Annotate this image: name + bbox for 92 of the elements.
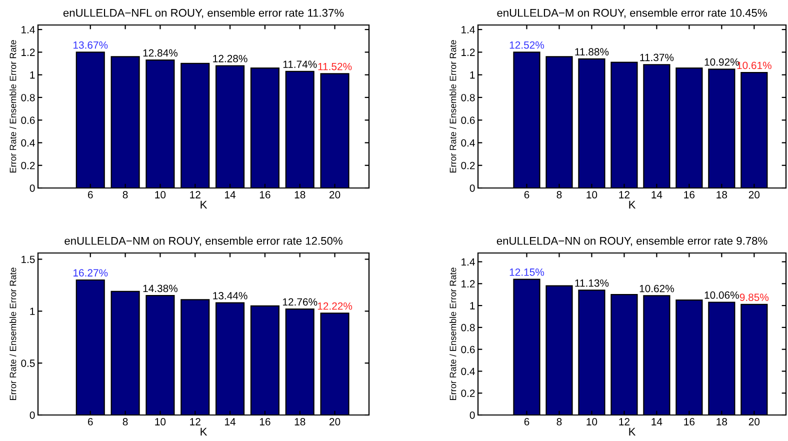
y-tick-label: 1 bbox=[30, 71, 35, 79]
y-axis-title: Error Rate / Ensemble Error Rate bbox=[450, 40, 456, 172]
y-tick-label: 0.4 bbox=[461, 368, 475, 376]
x-tick-label: 8 bbox=[122, 191, 128, 198]
annotation: 10.62% bbox=[640, 284, 674, 292]
y-tick-label: 0 bbox=[30, 184, 35, 192]
x-tick-label: 6 bbox=[88, 418, 93, 426]
x-tick-label: 12 bbox=[190, 418, 200, 426]
annotation: 12.52% bbox=[510, 41, 544, 49]
y-tick-label: 1 bbox=[30, 308, 35, 315]
x-tick-label: 18 bbox=[716, 191, 728, 198]
x-tick-label: 12 bbox=[190, 191, 200, 198]
x-tick-label: 16 bbox=[260, 418, 270, 426]
annotation: 9.85% bbox=[740, 294, 769, 301]
annotation: 11.88% bbox=[575, 48, 609, 56]
x-tick-label: 10 bbox=[586, 418, 598, 426]
x-tick-label: 16 bbox=[684, 418, 695, 426]
x-tick-label: 8 bbox=[122, 418, 128, 426]
annotation: 12.76% bbox=[283, 298, 318, 306]
annotation: 12.84% bbox=[143, 49, 178, 57]
y-tick-label: 0.2 bbox=[21, 162, 35, 170]
x-axis-title: K bbox=[200, 200, 208, 209]
annotation: 13.67% bbox=[74, 41, 108, 49]
y-tick-label: 1.2 bbox=[462, 48, 475, 56]
annotation: 13.44% bbox=[213, 292, 248, 300]
x-tick-label: 14 bbox=[225, 418, 236, 426]
x-tick-label: 6 bbox=[88, 191, 93, 198]
y-tick-label: 0.2 bbox=[461, 390, 475, 397]
x-axis-title: K bbox=[629, 200, 636, 209]
x-tick-label: 20 bbox=[330, 418, 340, 426]
x-tick-label: 12 bbox=[619, 418, 630, 426]
annotation: 10.06% bbox=[704, 291, 739, 299]
x-tick-label: 18 bbox=[294, 418, 306, 426]
y-tick-label: 1.4 bbox=[462, 26, 475, 34]
annotation: 11.13% bbox=[575, 279, 609, 287]
x-tick-label: 10 bbox=[155, 418, 166, 426]
y-tick-label: 0.8 bbox=[461, 94, 475, 102]
annotation: 16.27% bbox=[74, 269, 108, 277]
annotation: 12.28% bbox=[213, 54, 248, 62]
x-tick-label: 8 bbox=[556, 418, 562, 426]
y-tick-label: 0.4 bbox=[21, 139, 35, 147]
y-axis-title: Error Rate / Ensemble Error Rate bbox=[10, 268, 16, 400]
annotation: 11.74% bbox=[283, 60, 317, 68]
x-tick-label: 20 bbox=[330, 191, 340, 198]
y-tick-label: 1.4 bbox=[462, 258, 475, 266]
y-tick-label: 0 bbox=[470, 184, 475, 192]
x-tick-label: 10 bbox=[586, 191, 598, 198]
y-tick-label: 0.4 bbox=[461, 139, 475, 147]
chart-title: enULLELDA−NN on ROUY, ensemble error rate 9.78% bbox=[496, 236, 768, 246]
x-tick-label: 16 bbox=[260, 191, 270, 198]
y-axis-title: Error Rate / Ensemble Error Rate bbox=[450, 268, 456, 400]
y-tick-label: 1 bbox=[470, 71, 475, 79]
annotation: 11.37% bbox=[640, 54, 674, 62]
y-tick-label: 1.2 bbox=[22, 48, 35, 56]
y-tick-label: 1.4 bbox=[22, 26, 35, 34]
y-tick-label: 1.2 bbox=[462, 280, 475, 288]
x-tick-label: 20 bbox=[748, 191, 760, 198]
y-tick-label: 0 bbox=[470, 412, 475, 419]
x-tick-label: 18 bbox=[294, 191, 306, 198]
chart-title: enULLELDA−M on ROUY, ensemble error rate 10.45% bbox=[497, 8, 767, 18]
y-tick-label: 0.8 bbox=[461, 324, 475, 332]
y-tick-label: 0.5 bbox=[21, 360, 35, 367]
y-tick-label: 0.8 bbox=[21, 94, 35, 102]
x-tick-label: 16 bbox=[684, 191, 695, 198]
y-tick-label: 0.6 bbox=[461, 116, 475, 124]
y-axis-title: Error Rate / Ensemble Error Rate bbox=[10, 40, 16, 172]
y-tick-label: 1.5 bbox=[22, 256, 35, 264]
x-tick-label: 14 bbox=[652, 418, 662, 426]
x-tick-label: 20 bbox=[748, 418, 760, 426]
y-tick-label: 0.6 bbox=[461, 346, 475, 354]
x-tick-label: 18 bbox=[716, 418, 728, 426]
chart-title: enULLELDA−NM on ROUY, ensemble error rate 12.50% bbox=[64, 236, 342, 246]
x-tick-label: 10 bbox=[155, 191, 166, 198]
x-tick-label: 12 bbox=[619, 191, 630, 198]
chart-title: enULLELDA−NFL on ROUY, ensemble error rate 11.37% bbox=[63, 8, 344, 18]
annotation: 10.92% bbox=[704, 58, 739, 66]
y-tick-label: 0.6 bbox=[21, 116, 35, 124]
annotation: 11.52% bbox=[318, 62, 352, 70]
y-tick-label: 0 bbox=[30, 412, 35, 419]
x-axis-title: K bbox=[200, 428, 208, 436]
x-tick-label: 14 bbox=[225, 191, 236, 198]
annotation: 12.22% bbox=[318, 302, 352, 310]
annotation: 10.61% bbox=[737, 62, 772, 70]
y-tick-label: 1 bbox=[470, 302, 475, 310]
x-tick-label: 8 bbox=[556, 191, 562, 198]
x-tick-label: 6 bbox=[524, 191, 530, 198]
annotation: 12.15% bbox=[510, 268, 544, 276]
x-tick-label: 14 bbox=[652, 191, 662, 198]
x-axis-title: K bbox=[629, 428, 636, 436]
x-tick-label: 6 bbox=[524, 418, 530, 426]
y-tick-label: 0.2 bbox=[461, 162, 475, 170]
annotation: 14.38% bbox=[143, 284, 178, 292]
